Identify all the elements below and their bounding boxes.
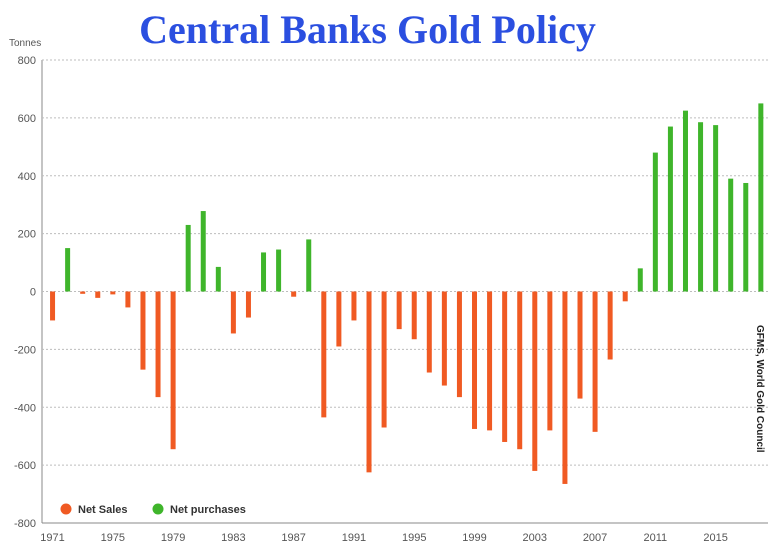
bar-1986 bbox=[276, 249, 282, 292]
x-tick-label: 1999 bbox=[462, 532, 486, 544]
x-tick-label: 2011 bbox=[644, 532, 668, 544]
y-tick-label: 200 bbox=[18, 229, 36, 241]
y-tick-label: -800 bbox=[14, 518, 36, 530]
bar-1987 bbox=[291, 291, 297, 297]
bar-1992 bbox=[366, 291, 372, 473]
bar-2014 bbox=[698, 122, 704, 292]
bar-1998 bbox=[456, 291, 462, 398]
bar-1978 bbox=[155, 291, 161, 398]
chart-title: Central Banks Gold Policy bbox=[139, 7, 596, 52]
x-axis: 1971 1975 1979 1983 1987 1991 1995 1999 2003 2007… bbox=[40, 532, 728, 544]
bar-1971 bbox=[50, 291, 56, 321]
bar-2005 bbox=[562, 291, 568, 484]
x-tick-label: 1995 bbox=[402, 532, 426, 544]
y-tick-label: -200 bbox=[14, 344, 36, 356]
bar-1999 bbox=[472, 291, 478, 429]
bar-1996 bbox=[426, 291, 432, 373]
bar-2016 bbox=[728, 178, 734, 292]
bar-1975 bbox=[110, 291, 116, 295]
bar-1976 bbox=[125, 291, 131, 308]
bar-2008 bbox=[607, 291, 613, 360]
x-tick-label: 2015 bbox=[703, 532, 727, 544]
bar-2003 bbox=[532, 291, 538, 471]
bar-1972 bbox=[65, 248, 71, 292]
bar-1993 bbox=[381, 291, 387, 428]
bar-2015 bbox=[713, 125, 719, 292]
x-tick-label: 1971 bbox=[40, 532, 64, 544]
y-axis: 800 600 400 200 0 -200 -400 -600 -800 bbox=[14, 55, 36, 530]
bar-1994 bbox=[396, 291, 402, 330]
x-tick-label: 1979 bbox=[161, 532, 185, 544]
y-axis-unit-label: Tonnes bbox=[9, 38, 41, 49]
bar-2009 bbox=[622, 291, 628, 302]
x-tick-label: 1983 bbox=[221, 532, 245, 544]
legend-item: Net purchases bbox=[152, 503, 246, 516]
bar-1991 bbox=[351, 291, 357, 321]
x-tick-label: 1991 bbox=[342, 532, 366, 544]
bar-1988 bbox=[306, 239, 312, 292]
legend-label: Net Sales bbox=[78, 504, 128, 516]
y-tick-label: -400 bbox=[14, 402, 36, 414]
bar-1979 bbox=[170, 291, 176, 450]
bar-2012 bbox=[667, 126, 673, 292]
bar-2000 bbox=[487, 291, 493, 431]
y-tick-label: 400 bbox=[18, 171, 36, 183]
bar-2018 bbox=[758, 103, 764, 292]
bar-2017 bbox=[743, 182, 749, 292]
bar-1989 bbox=[321, 291, 327, 418]
source-credit: GFMS, World Gold Council bbox=[754, 325, 765, 453]
x-tick-label: 1975 bbox=[101, 532, 125, 544]
bar-1985 bbox=[261, 252, 267, 292]
bar-2001 bbox=[502, 291, 508, 442]
bars bbox=[50, 103, 764, 484]
bar-1977 bbox=[140, 291, 146, 370]
bar-1980 bbox=[185, 224, 191, 292]
bar-1981 bbox=[200, 211, 206, 292]
legend-marker bbox=[60, 503, 72, 515]
bar-1984 bbox=[245, 291, 251, 318]
y-tick-label: 800 bbox=[18, 55, 36, 67]
bar-1974 bbox=[95, 291, 101, 298]
bar-1982 bbox=[215, 266, 221, 292]
legend-label: Net purchases bbox=[170, 504, 246, 516]
legend-item: Net Sales bbox=[60, 503, 128, 516]
gridlines bbox=[41, 59, 768, 524]
bar-1983 bbox=[230, 291, 236, 334]
bar-2010 bbox=[637, 268, 643, 292]
x-tick-label: 2007 bbox=[583, 532, 607, 544]
bar-1973 bbox=[80, 291, 86, 294]
y-tick-label: 600 bbox=[18, 113, 36, 125]
bar-2007 bbox=[592, 291, 598, 432]
bar-2013 bbox=[682, 110, 688, 292]
bar-2004 bbox=[547, 291, 553, 431]
y-tick-label: -600 bbox=[14, 460, 36, 472]
bar-1995 bbox=[411, 291, 417, 340]
bar-2011 bbox=[652, 152, 658, 292]
x-tick-label: 1987 bbox=[281, 532, 305, 544]
legend: Net Sales Net purchases bbox=[60, 503, 246, 516]
y-tick-label: 0 bbox=[30, 287, 36, 299]
bar-1997 bbox=[441, 291, 447, 386]
x-tick-label: 2003 bbox=[523, 532, 547, 544]
bar-1990 bbox=[336, 291, 342, 347]
bar-2002 bbox=[517, 291, 523, 450]
legend-marker bbox=[152, 503, 164, 515]
bar-2006 bbox=[577, 291, 583, 399]
